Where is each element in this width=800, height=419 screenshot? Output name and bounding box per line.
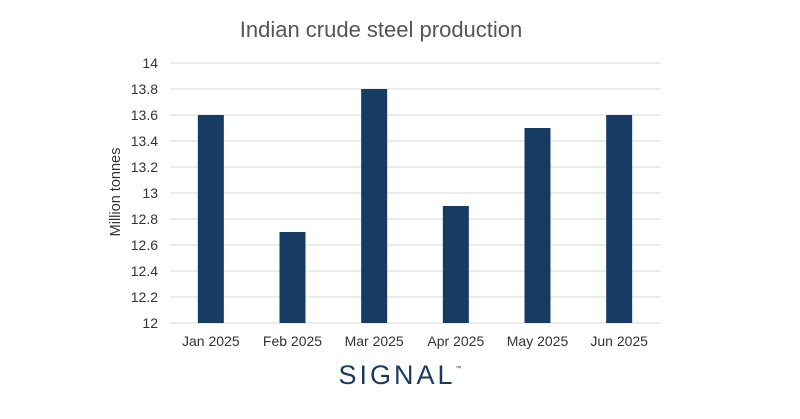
y-tick-label: 12 — [142, 315, 158, 331]
bar — [524, 128, 551, 323]
y-tick-label: 13.4 — [131, 133, 158, 149]
logo-text: SIGNAL — [338, 360, 456, 390]
bar — [606, 115, 633, 323]
y-tick-label: 12.8 — [131, 211, 158, 227]
x-tick-label: Apr 2025 — [427, 333, 484, 349]
y-tick-label: 12.6 — [131, 237, 158, 253]
x-tick-label: Feb 2025 — [263, 333, 322, 349]
bar — [279, 232, 306, 323]
y-tick-label: 14 — [142, 55, 158, 71]
chart-title: Indian crude steel production — [239, 17, 523, 42]
x-tick-label: May 2025 — [507, 333, 569, 349]
y-tick-label: 12.4 — [131, 263, 158, 279]
x-tick-label: Mar 2025 — [345, 333, 404, 349]
x-tick-label: Jan 2025 — [182, 333, 240, 349]
x-tick-label: Jun 2025 — [590, 333, 648, 349]
trademark-mark: ™ — [455, 366, 462, 372]
y-tick-label: 13.8 — [131, 81, 158, 97]
y-tick-label: 13.2 — [131, 159, 158, 175]
bar — [197, 115, 224, 323]
signal-logo: SIGNAL™ — [0, 360, 800, 391]
bar — [361, 89, 388, 323]
y-tick-label: 13.6 — [131, 107, 158, 123]
y-tick-label: 13 — [142, 185, 158, 201]
bar — [442, 206, 469, 323]
y-tick-label: 12.2 — [131, 289, 158, 305]
